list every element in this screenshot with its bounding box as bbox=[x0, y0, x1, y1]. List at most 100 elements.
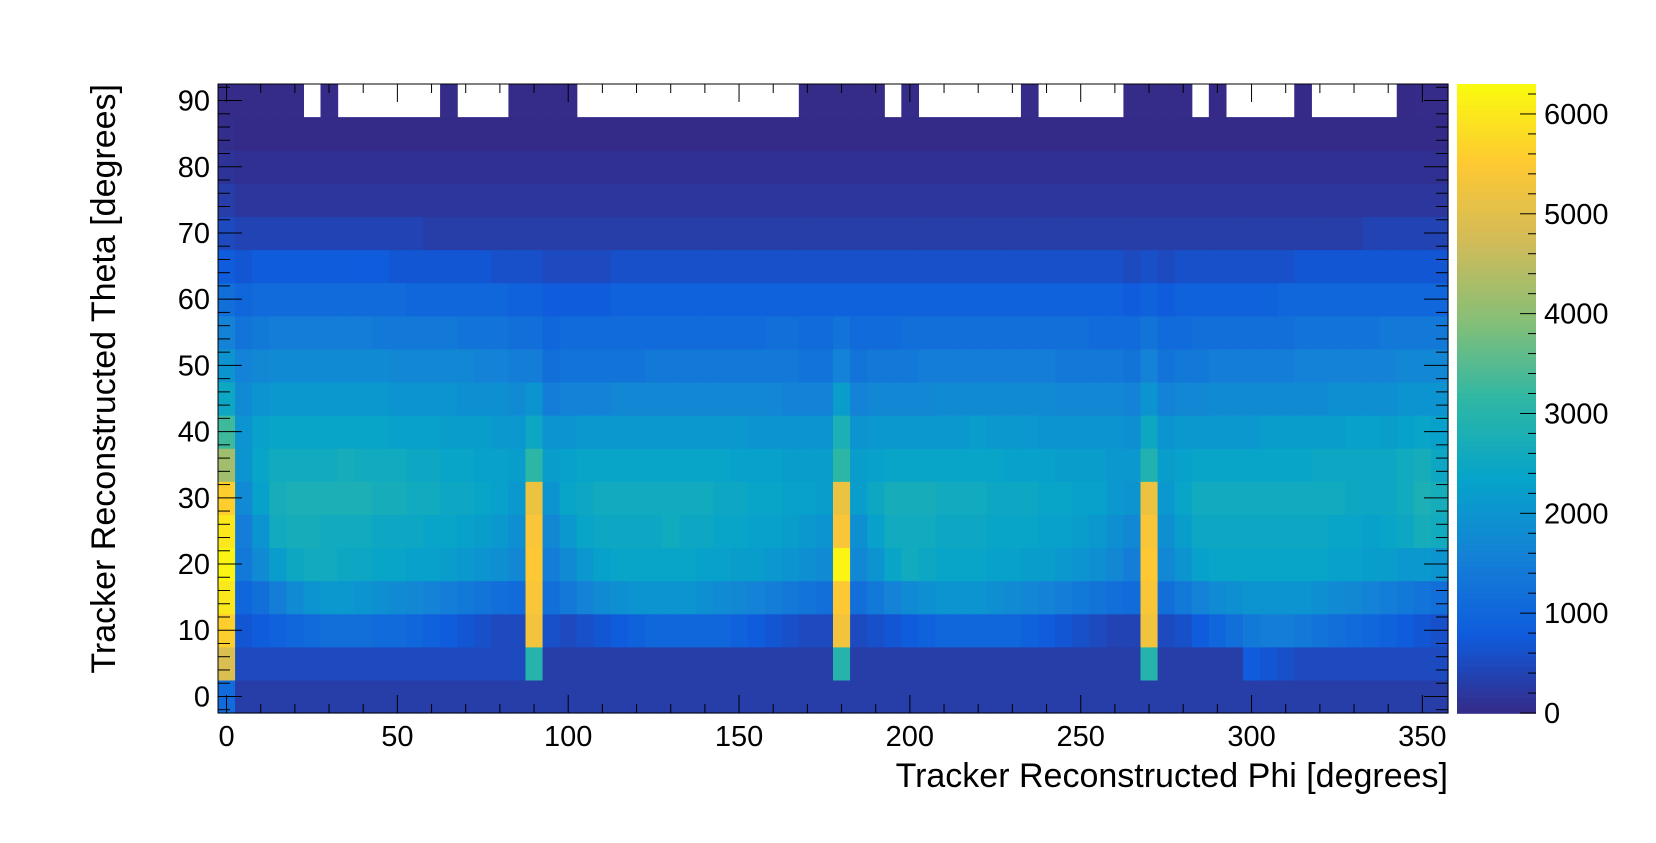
heatmap-cell bbox=[628, 315, 646, 350]
heatmap-cell bbox=[1123, 348, 1142, 383]
heatmap-cell bbox=[1413, 348, 1432, 383]
colorbar-swatch bbox=[1457, 288, 1536, 295]
heatmap-cell bbox=[525, 679, 544, 714]
heatmap-cell bbox=[696, 282, 715, 317]
colorbar-swatch bbox=[1457, 335, 1536, 342]
heatmap-cell bbox=[508, 646, 527, 681]
y-tick-label: 70 bbox=[178, 218, 210, 250]
heatmap-cell bbox=[252, 381, 270, 416]
heatmap-cell bbox=[269, 514, 287, 549]
heatmap-cell bbox=[1362, 481, 1381, 515]
colorbar-swatch bbox=[1457, 634, 1536, 641]
heatmap-cell bbox=[884, 679, 902, 714]
heatmap-cell bbox=[388, 481, 407, 515]
heatmap-cell bbox=[815, 117, 834, 151]
heatmap-cell bbox=[474, 415, 492, 449]
heatmap-cell bbox=[833, 580, 851, 615]
heatmap-cell bbox=[525, 580, 544, 615]
heatmap-cell bbox=[1106, 547, 1125, 582]
heatmap-cell bbox=[1208, 646, 1227, 681]
heatmap-cell bbox=[1413, 646, 1432, 681]
heatmap-cell bbox=[696, 315, 715, 350]
heatmap-cell bbox=[1003, 216, 1022, 251]
colorbar-swatch bbox=[1457, 104, 1536, 112]
heatmap-cell bbox=[440, 117, 458, 151]
heatmap-cell bbox=[1328, 381, 1347, 416]
heatmap-cell bbox=[1140, 348, 1159, 383]
heatmap-cell bbox=[440, 448, 458, 482]
heatmap-cell bbox=[747, 150, 766, 184]
heatmap-cell bbox=[815, 315, 834, 350]
heatmap-cell bbox=[628, 216, 646, 251]
heatmap-cell bbox=[1140, 481, 1159, 515]
heatmap-cell bbox=[1020, 150, 1039, 184]
heatmap-cell bbox=[1225, 646, 1244, 681]
heatmap-cell bbox=[815, 381, 834, 416]
heatmap-cell bbox=[645, 547, 663, 582]
heatmap-cell bbox=[1003, 481, 1022, 515]
heatmap-cell bbox=[1106, 448, 1125, 482]
heatmap-cell bbox=[1174, 348, 1193, 383]
heatmap-cell bbox=[935, 646, 954, 681]
heatmap-cell bbox=[1260, 481, 1278, 515]
heatmap-cell bbox=[867, 249, 885, 284]
heatmap-cell bbox=[388, 415, 407, 449]
heatmap-cell bbox=[1191, 183, 1210, 218]
heatmap-cell bbox=[593, 514, 612, 549]
colorbar-swatch bbox=[1457, 639, 1536, 646]
heatmap-cell bbox=[1396, 315, 1415, 350]
heatmap-cell bbox=[815, 150, 834, 184]
heatmap-cell bbox=[935, 415, 954, 449]
heatmap-cell bbox=[474, 249, 492, 284]
colorbar-swatch bbox=[1457, 503, 1536, 510]
heatmap-cell bbox=[730, 117, 749, 151]
heatmap-cell bbox=[628, 646, 646, 681]
heatmap-cell bbox=[610, 348, 629, 383]
heatmap-cell bbox=[440, 547, 458, 582]
heatmap-cell bbox=[457, 646, 475, 681]
colorbar-swatch bbox=[1457, 215, 1536, 222]
heatmap-cell bbox=[815, 415, 834, 449]
heatmap-cell bbox=[1191, 547, 1210, 582]
heatmap-cell bbox=[337, 381, 356, 416]
heatmap-cell bbox=[1072, 481, 1090, 515]
heatmap-cell bbox=[286, 84, 305, 118]
heatmap-cell bbox=[850, 84, 868, 118]
heatmap-cell bbox=[337, 117, 356, 151]
heatmap-cell bbox=[952, 415, 971, 449]
heatmap-cell bbox=[1362, 547, 1381, 582]
heatmap-cell bbox=[218, 646, 236, 681]
heatmap-cell bbox=[1260, 117, 1278, 151]
heatmap-cell bbox=[713, 249, 732, 284]
heatmap-cell bbox=[679, 183, 697, 218]
heatmap-cell bbox=[986, 547, 1005, 582]
heatmap-cell bbox=[850, 117, 868, 151]
y-axis-title: Tracker Reconstructed Theta [degrees] bbox=[85, 84, 123, 674]
heatmap-cell bbox=[1003, 514, 1022, 549]
heatmap-cell bbox=[559, 282, 578, 317]
heatmap-cell bbox=[918, 613, 937, 648]
heatmap-cell bbox=[1191, 415, 1210, 449]
heatmap-cell bbox=[491, 216, 510, 251]
heatmap-cell bbox=[1089, 481, 1107, 515]
heatmap-cell bbox=[388, 613, 407, 648]
heatmap-cell bbox=[371, 613, 390, 648]
heatmap-cell bbox=[508, 150, 527, 184]
heatmap-cell bbox=[1020, 514, 1039, 549]
heatmap-cell bbox=[696, 481, 715, 515]
heatmap-cell bbox=[593, 117, 612, 151]
colorbar-swatch bbox=[1457, 393, 1536, 400]
colorbar-swatch bbox=[1457, 131, 1536, 138]
colorbar-swatch bbox=[1457, 188, 1536, 195]
heatmap-cell bbox=[662, 613, 680, 648]
heatmap-cell bbox=[423, 249, 441, 284]
colorbar-swatch bbox=[1457, 445, 1536, 452]
heatmap-cell bbox=[1089, 117, 1107, 151]
heatmap-cell bbox=[815, 646, 834, 681]
heatmap-cell bbox=[781, 514, 800, 549]
heatmap-cell bbox=[1208, 381, 1227, 416]
heatmap-cell bbox=[542, 381, 561, 416]
heatmap-cell bbox=[457, 348, 475, 383]
heatmap-cell bbox=[1413, 514, 1432, 549]
heatmap-cell bbox=[713, 514, 732, 549]
